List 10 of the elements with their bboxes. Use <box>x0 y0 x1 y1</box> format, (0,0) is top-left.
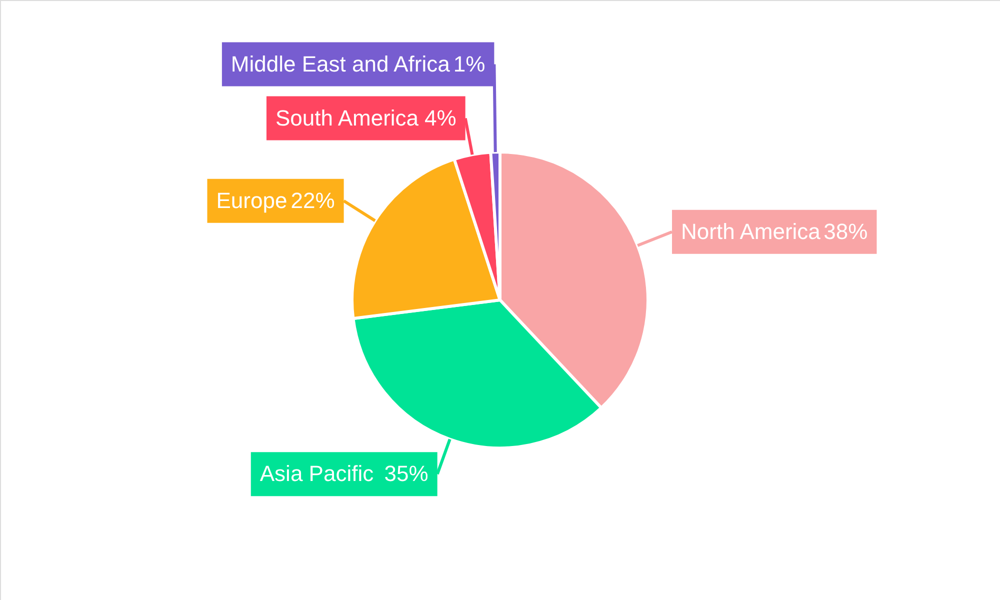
slice-label: Asia Pacific <box>260 461 374 486</box>
data-label: 1% <box>453 51 486 76</box>
data-label: 22% <box>290 188 335 213</box>
data-label: 38% <box>824 218 868 244</box>
data-label: 4% <box>424 105 456 130</box>
data-label: 35% <box>384 461 428 486</box>
slice-label: Middle East and Africa <box>230 51 451 76</box>
slice-label: South America <box>275 105 420 130</box>
slice-label: Europe <box>216 188 288 213</box>
slice-label: North America <box>681 218 822 244</box>
